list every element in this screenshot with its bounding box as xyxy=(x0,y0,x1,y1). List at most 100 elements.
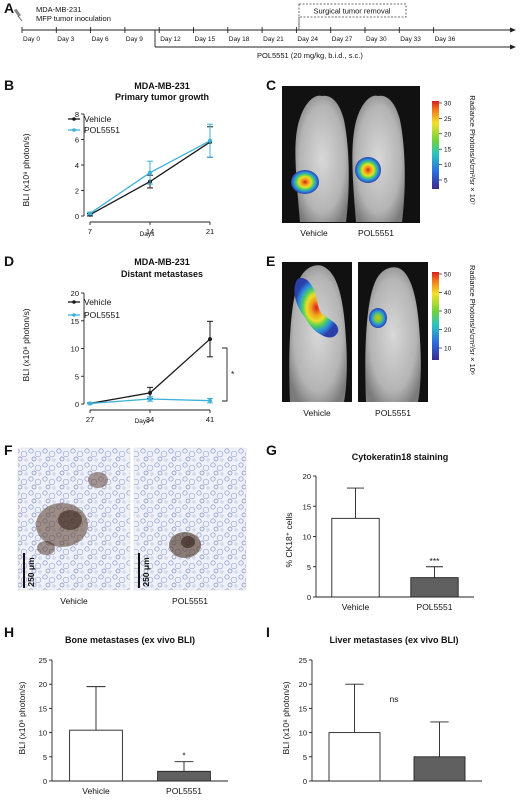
legend-vehicle-marker xyxy=(72,117,76,121)
category-label: Vehicle xyxy=(342,602,370,612)
metastasis-signal-vehicle-e xyxy=(294,277,339,338)
legend-d-vehicle-label: Vehicle xyxy=(84,297,112,307)
chart-i-ylabel: BLI (x10⁸ photon/s) xyxy=(281,681,291,754)
data-point xyxy=(148,390,152,395)
timeline-tick-label: Day 3 xyxy=(57,36,74,43)
y-tick-label: 20 xyxy=(299,680,307,689)
panel-letter-e: E xyxy=(266,253,275,269)
histology-label-vehicle: Vehicle xyxy=(60,596,88,606)
bar xyxy=(410,577,459,598)
colorbar-e-label: Radiance Photons/s/cm²/sr × 10⁶ xyxy=(468,265,477,375)
x-tick-label: 27 xyxy=(86,415,94,424)
y-tick-label: 2 xyxy=(75,187,79,196)
chart-g-title: Cytokeratin18 staining xyxy=(352,452,449,462)
y-tick-label: 10 xyxy=(299,729,307,738)
stained-cluster-vehicle xyxy=(36,472,108,555)
panel-letter-d: D xyxy=(4,253,14,269)
mouse-vehicle-c xyxy=(291,95,349,222)
x-tick-label: 34 xyxy=(146,415,154,424)
panel-letter-h: H xyxy=(4,624,14,640)
data-point xyxy=(208,138,212,143)
y-tick-label: 8 xyxy=(75,110,79,119)
data-point xyxy=(148,397,152,402)
timeline-arrow-icon xyxy=(510,27,516,33)
timeline-tick-label: Day 6 xyxy=(92,36,109,43)
bar xyxy=(331,517,380,598)
y-tick-label: 15 xyxy=(303,502,311,511)
y-tick-label: 10 xyxy=(71,345,79,354)
mouse-pol-c xyxy=(352,95,405,222)
chart-b-title-1: MDA-MB-231 xyxy=(134,81,190,91)
metastasis-signal-pol-e xyxy=(369,308,387,328)
panel-letter-a: A xyxy=(4,0,14,16)
tumor-signal-pol-c xyxy=(355,157,381,183)
timeline-tick-label: Day 12 xyxy=(160,36,181,43)
colorbar-tick-label: 5 xyxy=(444,178,448,185)
bar xyxy=(157,770,211,782)
image-e-label-pol: POL5551 xyxy=(375,408,411,418)
data-point xyxy=(208,398,212,403)
histology-label-pol: POL5551 xyxy=(172,596,208,606)
colorbar-tick-label: 25 xyxy=(444,116,452,123)
x-tick-label: 41 xyxy=(206,415,214,424)
mouse-vehicle-e xyxy=(289,265,347,402)
chart-h-title: Bone metastases (ex vivo BLI) xyxy=(65,635,195,645)
colorbar-tick-label: 50 xyxy=(444,272,452,279)
timeline-tick-label: Day 36 xyxy=(435,36,456,43)
chart-b-xlabel: Days xyxy=(140,231,156,238)
y-tick-label: 10 xyxy=(303,533,311,542)
panel-g: G Cytokeratin18 staining % CK18⁺ cells 0… xyxy=(266,442,474,612)
y-tick-label: 5 xyxy=(307,563,311,572)
tumor-signal-vehicle-c xyxy=(291,170,319,194)
mouse-pol-e xyxy=(365,267,421,402)
colorbar-c xyxy=(432,101,439,189)
chart-d-xlabel: Days xyxy=(135,418,151,425)
y-tick-label: 15 xyxy=(299,704,307,713)
timeline-ticks: Day 0 Day 3 Day 6 Day 9 Day 12 Day 15 Day 18 Da… xyxy=(21,27,456,43)
category-label: POL5551 xyxy=(417,602,453,612)
y-tick-label: 4 xyxy=(75,161,79,170)
timeline-tick-label: Day 30 xyxy=(366,36,387,43)
chart-h-ylabel: BLI (x10⁶ photon/s) xyxy=(17,681,27,754)
scale-label-vehicle: 250 μm xyxy=(26,557,36,587)
y-tick-label: 15 xyxy=(71,317,79,326)
y-tick-label: 5 xyxy=(75,372,79,381)
timeline-tick-label: Day 15 xyxy=(195,36,216,43)
image-c-label-pol: POL5551 xyxy=(358,228,394,238)
colorbar-tick-label: 15 xyxy=(444,147,452,154)
panel-f: F 250 μm 250 μm Vehicle POL5551 xyxy=(4,442,247,606)
chart-i-title: Liver metastases (ex vivo BLI) xyxy=(329,635,458,645)
image-c-label-vehicle: Vehicle xyxy=(300,228,328,238)
timeline-tick-label: Day 24 xyxy=(297,36,318,43)
colorbar-tick-label: 10 xyxy=(444,162,452,169)
significance-label: * xyxy=(182,751,186,761)
colorbar-tick-label: 30 xyxy=(444,309,452,316)
panel-letter-c: C xyxy=(266,77,276,93)
y-tick-label: 0 xyxy=(303,777,307,786)
panel-c: C Vehicle POL5551 30 25 20 15 10 5 Radiance P… xyxy=(266,77,477,238)
x-tick-label: 7 xyxy=(88,227,92,236)
panel-e: E Vehicle POL5551 50 40 30 20 10 Radiance Ph… xyxy=(266,253,477,418)
timeline-tick-label: Day 33 xyxy=(400,36,421,43)
bar xyxy=(328,732,381,782)
category-label: POL5551 xyxy=(166,786,202,796)
scale-label-pol: 250 μm xyxy=(141,557,151,587)
stained-cluster-pol xyxy=(169,532,201,558)
panel-i: I Liver metastases (ex vivo BLI) BLI (x1… xyxy=(266,624,482,786)
y-tick-label: 25 xyxy=(39,656,47,665)
legend-d-vehicle-marker xyxy=(72,300,76,304)
panel-letter-f: F xyxy=(4,442,13,458)
colorbar-tick-label: 20 xyxy=(444,327,452,334)
treatment-label: POL5551 (20 mg/kg, b.i.d., s.c.) xyxy=(257,51,363,60)
colorbar-c-ticks: 30 25 20 15 10 5 xyxy=(439,101,452,185)
chart-b-legend: Vehicle POL5551 xyxy=(68,114,120,135)
chart-b-title-2: Primary tumor growth xyxy=(115,92,209,102)
significance-bracket-d xyxy=(222,347,228,402)
y-tick-label: 6 xyxy=(75,136,79,145)
legend-d-pol-marker xyxy=(72,313,76,317)
timeline-tick-label: Day 27 xyxy=(332,36,353,43)
significance-label: *** xyxy=(430,556,441,566)
image-e-label-vehicle: Vehicle xyxy=(303,408,331,418)
data-point xyxy=(88,211,92,216)
